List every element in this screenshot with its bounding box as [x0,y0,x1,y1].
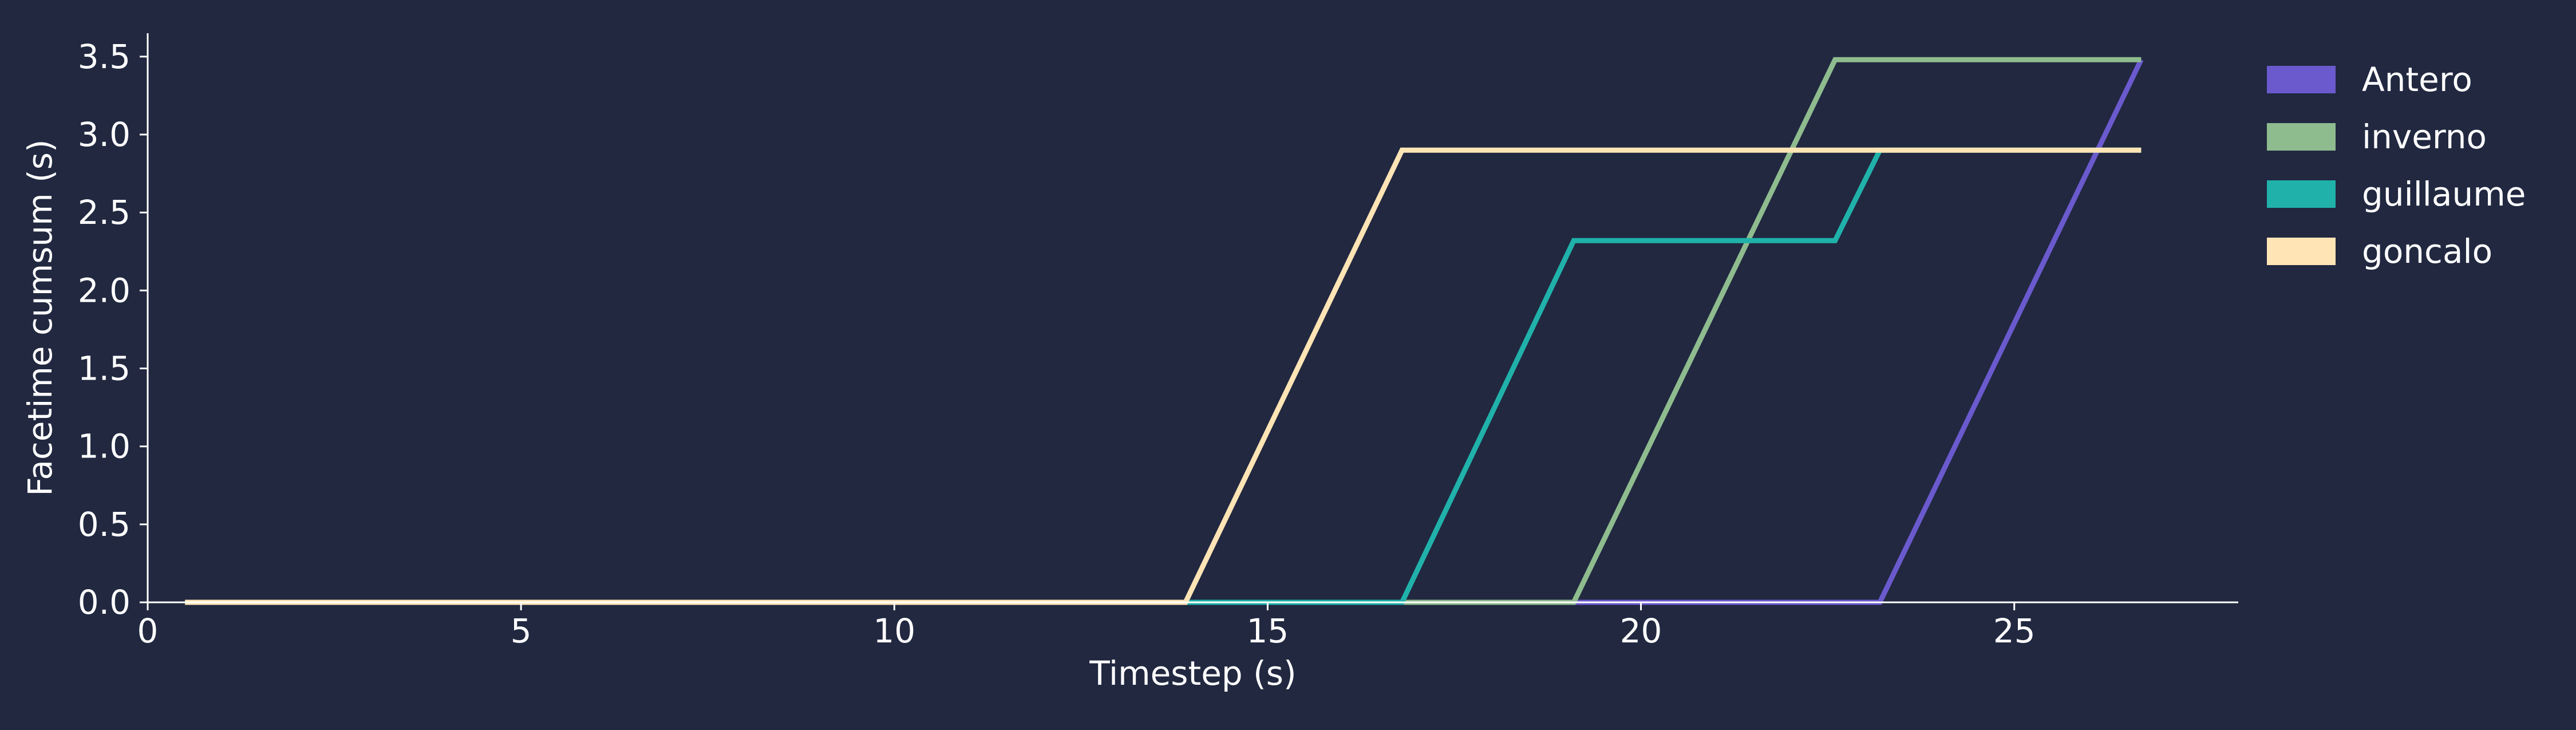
y-tick-label: 3.0 [78,115,131,154]
y-axis: 0.0 0.5 1.0 1.5 2.0 2.5 3.0 3.5 [78,33,149,622]
y-tick-label: 1.5 [78,349,131,388]
x-tick-label: 10 [873,611,915,650]
legend-item-inverno[interactable]: inverno [2267,117,2487,156]
legend-item-goncalo[interactable]: goncalo [2267,232,2492,271]
legend-label-guillaume: guillaume [2362,175,2526,214]
legend-item-antero[interactable]: Antero [2267,60,2472,99]
legend-item-guillaume[interactable]: guillaume [2267,175,2526,214]
x-axis-title: Timestep (s) [1089,654,1296,693]
series-line-inverno [185,57,2142,605]
x-tick-label: 5 [511,611,532,650]
legend-swatch-guillaume [2267,180,2336,208]
y-tick-label: 0.0 [78,583,131,622]
series-line-guillaume [185,147,2142,605]
legend-label-inverno: inverno [2362,117,2487,156]
legend-swatch-goncalo [2267,238,2336,265]
x-tick-label: 0 [137,611,159,650]
y-tick-label: 3.5 [78,37,131,76]
legend-swatch-antero [2267,66,2336,93]
y-tick-label: 0.5 [78,505,131,544]
series-layer [185,57,2144,605]
y-tick-label: 1.0 [78,427,131,466]
legend-label-antero: Antero [2362,60,2472,99]
x-tick-label: 20 [1620,611,1662,650]
y-tick-label: 2.0 [78,271,131,310]
legend-swatch-inverno [2267,123,2336,151]
x-tick-label: 25 [1993,611,2036,650]
series-line-antero [185,58,2144,605]
x-tick-label: 15 [1247,611,1289,650]
legend[interactable]: Antero inverno guillaume goncalo [2267,60,2526,271]
y-tick-label: 2.5 [78,193,131,232]
x-axis: 0 5 10 15 20 25 [137,601,2238,650]
y-axis-title: Facetime cumsum (s) [21,139,60,496]
legend-label-goncalo: goncalo [2362,232,2492,271]
